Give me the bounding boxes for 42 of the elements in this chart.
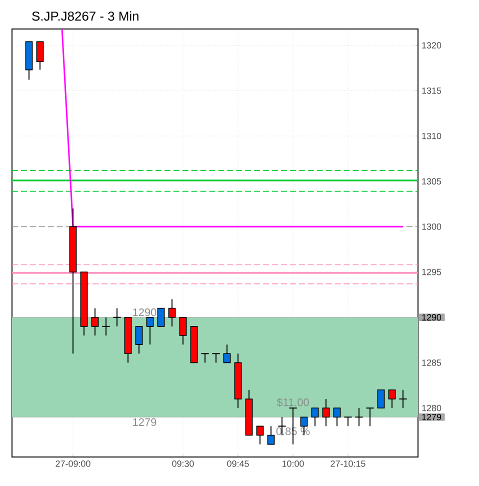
annotation: $11.00 [276,398,309,407]
candlestick [168,298,176,327]
y-tick-label: 1290 [422,314,442,321]
y-tick-label: 1295 [422,268,442,276]
candlestick [333,408,341,427]
candlestick [223,344,231,364]
y-tick-label: 1279 [422,414,442,420]
x-tick-label: 27-09:00 [56,460,90,467]
candlestick [179,316,187,346]
candlestick [267,426,275,445]
candlestick [200,353,210,364]
candlestick [91,308,99,336]
candlestick [157,308,165,327]
annotation: 1290 [133,308,156,316]
chart-title: S.JP.J8267 - 3 Min [32,11,138,21]
y-tick-label: 1305 [422,178,442,185]
candlestick [146,316,154,346]
candlestick [256,426,264,445]
candlestick [102,316,110,336]
y-tick-label: 1285 [422,360,442,366]
y-tick-label: 1310 [422,132,442,140]
candlestick [212,353,220,364]
candlestick [344,416,352,427]
y-tick-label: 1315 [422,87,442,94]
candlestick [366,408,374,427]
candlestick [36,41,44,70]
candlestick [388,389,396,409]
candlestick [377,389,385,408]
x-tick-label: 10:00 [282,460,304,467]
candlestick [354,408,364,427]
y-tick-label: 1280 [422,404,442,412]
candlestick [135,326,143,354]
candlestick [311,408,319,427]
candlestick [322,398,330,427]
x-tick-label: 27-10:15 [330,460,366,467]
x-tick-label: 09:30 [172,460,194,467]
x-tick-label: 09:45 [227,460,249,467]
y-tick-label: 1300 [422,223,442,230]
candlestick [398,389,408,409]
candlestick [112,308,122,327]
annotation: 1279 [133,418,156,426]
y-tick-label: 1320 [422,42,442,48]
